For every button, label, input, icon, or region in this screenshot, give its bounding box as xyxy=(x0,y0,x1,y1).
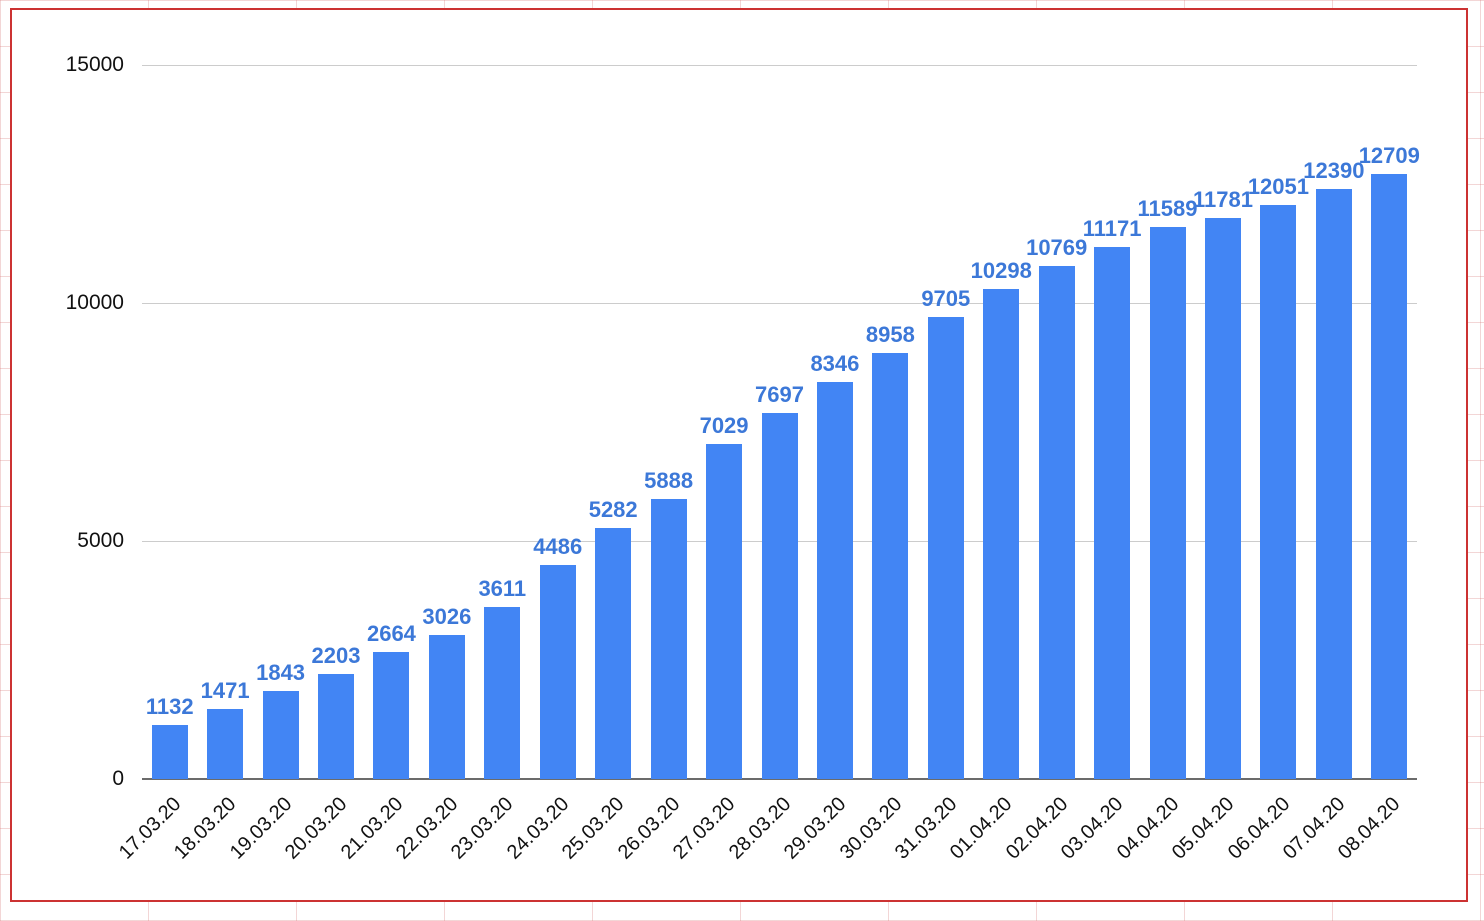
bar[interactable] xyxy=(262,691,299,779)
bar[interactable] xyxy=(1038,266,1075,779)
bar[interactable] xyxy=(151,725,188,779)
y-axis-tick-label: 0 xyxy=(112,767,124,790)
bar[interactable] xyxy=(983,288,1020,779)
bar-value-label: 12051 xyxy=(1247,174,1309,200)
bar-value-label: 2664 xyxy=(366,621,416,647)
chart-frame[interactable]: 0 5000 10000 15000 1132 17.03.20 1471 18.03.20… xyxy=(10,8,1468,902)
bar-value-label: 5888 xyxy=(644,467,694,493)
bar-value-label: 7697 xyxy=(755,381,804,407)
bar[interactable] xyxy=(650,498,687,779)
bar[interactable] xyxy=(1315,189,1352,779)
bar[interactable] xyxy=(373,652,410,779)
y-axis-tick-label: 5000 xyxy=(77,529,124,552)
bar-value-label: 10298 xyxy=(970,257,1032,283)
bar-value-label: 11171 xyxy=(1082,216,1142,242)
bar[interactable] xyxy=(1371,174,1408,779)
bar-value-label: 9705 xyxy=(921,286,971,312)
bar[interactable] xyxy=(318,674,355,779)
bar-value-label: 5282 xyxy=(588,496,638,522)
bar[interactable] xyxy=(1149,227,1186,779)
bar-value-label: 7029 xyxy=(699,413,749,439)
bar[interactable] xyxy=(207,708,244,779)
bar[interactable] xyxy=(539,565,576,779)
bar-value-label: 3026 xyxy=(422,603,472,629)
bar[interactable] xyxy=(927,317,964,779)
bar-value-label: 8958 xyxy=(865,321,915,347)
bar[interactable] xyxy=(816,381,853,779)
gridline xyxy=(142,303,1417,304)
gridline xyxy=(142,65,1417,66)
bar[interactable] xyxy=(1204,218,1241,779)
y-axis-tick-label: 15000 xyxy=(65,53,124,76)
bar[interactable] xyxy=(872,352,909,779)
bar-value-label: 4486 xyxy=(533,534,583,560)
plot-area: 1132 17.03.20 1471 18.03.20 1843 19.03.20 2203… xyxy=(115,65,1420,864)
bar[interactable] xyxy=(706,444,743,779)
x-axis-line xyxy=(142,778,1417,780)
bar-value-label: 2203 xyxy=(311,643,361,669)
y-axis-tick-label: 10000 xyxy=(65,291,124,314)
bar[interactable] xyxy=(1094,247,1131,779)
bar[interactable] xyxy=(595,527,632,779)
bar-value-label: 1132 xyxy=(145,694,194,720)
bar-value-label: 12709 xyxy=(1358,143,1420,169)
bar[interactable] xyxy=(1260,205,1297,779)
bar-value-label: 12390 xyxy=(1303,158,1365,184)
bar[interactable] xyxy=(484,607,521,779)
bar-value-label: 11781 xyxy=(1192,187,1253,213)
bar-value-label: 3611 xyxy=(478,576,527,602)
bar-value-label: 1471 xyxy=(200,677,250,703)
bar[interactable] xyxy=(428,634,465,779)
bar-value-label: 11589 xyxy=(1137,196,1198,222)
bar[interactable] xyxy=(761,412,798,779)
bar-value-label: 1843 xyxy=(256,660,306,686)
bar-value-label: 8346 xyxy=(810,350,860,376)
bar-value-label: 10769 xyxy=(1026,235,1088,261)
